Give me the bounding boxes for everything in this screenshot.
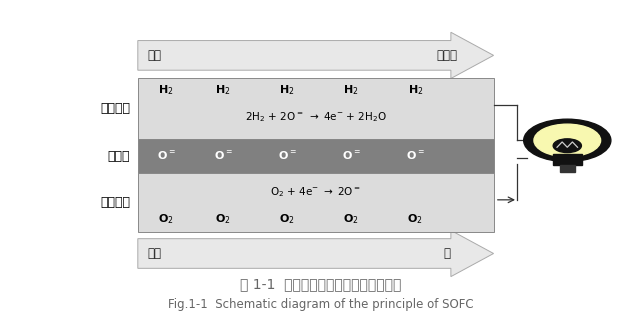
Circle shape — [524, 119, 611, 162]
Text: H$_2$: H$_2$ — [215, 83, 231, 97]
Text: O$^{=}$: O$^{=}$ — [214, 150, 233, 162]
Bar — [553, 154, 582, 165]
Text: O$_2$: O$_2$ — [279, 212, 295, 226]
Text: 水蒸气: 水蒸气 — [437, 49, 458, 62]
Text: 空气: 空气 — [147, 247, 162, 260]
Text: O$_2$: O$_2$ — [158, 212, 174, 226]
Text: H$_2$: H$_2$ — [279, 83, 295, 97]
Text: H$_2$: H$_2$ — [158, 83, 174, 97]
Text: O$^{=}$: O$^{=}$ — [157, 150, 176, 162]
Text: O$_2$: O$_2$ — [344, 212, 359, 226]
Bar — [138, 173, 494, 232]
Text: 多孔阳极: 多孔阳极 — [100, 102, 130, 115]
Text: 图 1-1  固体氧化物燃料电池原理示意图: 图 1-1 固体氧化物燃料电池原理示意图 — [240, 277, 401, 291]
Text: O$^{=}$: O$^{=}$ — [278, 150, 297, 162]
Text: 热: 热 — [444, 247, 451, 260]
Bar — [138, 78, 494, 139]
Polygon shape — [138, 230, 494, 277]
Circle shape — [534, 124, 601, 157]
Text: H$_2$: H$_2$ — [344, 83, 359, 97]
Text: Fig.1-1  Schematic diagram of the principle of SOFC: Fig.1-1 Schematic diagram of the princip… — [168, 298, 473, 311]
Text: 多孔阴极: 多孔阴极 — [100, 196, 130, 209]
Text: 燃料: 燃料 — [147, 49, 162, 62]
Text: O$_2$ + 4e$^{-}$ $\rightarrow$ 2O$^{=}$: O$_2$ + 4e$^{-}$ $\rightarrow$ 2O$^{=}$ — [271, 185, 361, 199]
Text: H$_2$: H$_2$ — [408, 83, 423, 97]
Text: O$_2$: O$_2$ — [408, 212, 423, 226]
Text: O$^{=}$: O$^{=}$ — [342, 150, 361, 162]
Text: O$^{=}$: O$^{=}$ — [406, 150, 425, 162]
Circle shape — [553, 139, 581, 153]
Text: 电解质: 电解质 — [108, 149, 130, 163]
Polygon shape — [138, 32, 494, 79]
Bar — [138, 139, 494, 173]
Text: O$_2$: O$_2$ — [215, 212, 231, 226]
Bar — [560, 165, 575, 172]
Text: 2H$_2$ + 2O$^{=}$ $\rightarrow$ 4e$^{-}$ + 2H$_2$O: 2H$_2$ + 2O$^{=}$ $\rightarrow$ 4e$^{-}$… — [245, 111, 387, 124]
